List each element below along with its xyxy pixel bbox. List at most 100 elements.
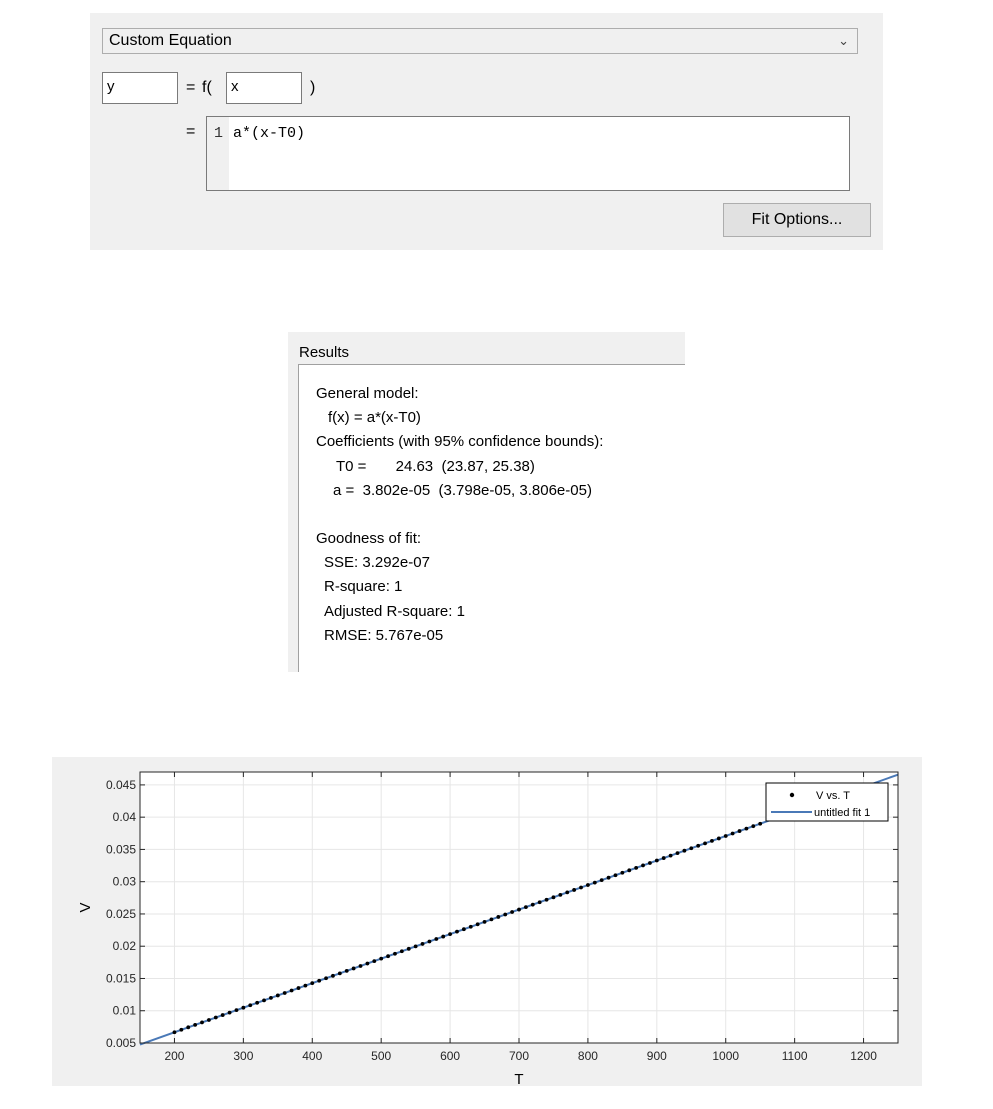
x-tick-label: 300	[233, 1049, 253, 1063]
data-point	[517, 907, 521, 912]
axes-box	[139, 771, 899, 1044]
model-type-value: Custom Equation	[109, 32, 232, 49]
y-tick-label: 0.045	[106, 778, 136, 792]
data-point	[758, 821, 763, 826]
grid-lines	[140, 772, 898, 1044]
data-point	[496, 915, 501, 919]
y-tick-label: 0.04	[113, 810, 137, 824]
legend-box	[765, 782, 889, 822]
results-header	[288, 332, 685, 364]
data-point	[193, 1022, 198, 1027]
data-point	[572, 888, 577, 892]
results-title: Results	[299, 344, 350, 361]
data-point	[372, 959, 377, 963]
data-point	[586, 883, 590, 887]
data-point	[551, 895, 556, 900]
data-point	[579, 885, 583, 890]
data-point	[248, 1003, 253, 1008]
legend-points-marker	[789, 792, 795, 798]
function-open-label: f(	[202, 79, 212, 96]
data-point	[200, 1020, 204, 1025]
data-point	[344, 969, 349, 973]
data-point	[654, 858, 659, 863]
y-axis-label: V	[77, 902, 94, 912]
x-tick-label: 600	[440, 1049, 460, 1063]
data-point	[716, 836, 721, 841]
data-point	[523, 905, 528, 910]
x-tick-label: 1200	[850, 1049, 877, 1063]
fit-plot[interactable]: 200 300 400 500 600 700 800 900 1000 1100 1200 0.00…	[52, 757, 922, 1086]
data-point	[303, 983, 308, 988]
y-tick-label: 0.035	[106, 842, 136, 856]
chevron-down-icon: ⌄	[838, 33, 849, 48]
data-point	[310, 981, 315, 986]
results-panel: Results General model: f(x) = a*(x-T0) C…	[288, 332, 685, 672]
data-point	[220, 1013, 225, 1017]
expression-editor[interactable]: 1 a*(x-T0)	[206, 116, 850, 191]
fit-options-button[interactable]: Fit Options...	[723, 203, 871, 237]
data-point	[172, 1030, 177, 1035]
data-point	[461, 927, 466, 932]
data-point	[255, 1000, 260, 1005]
data-point	[606, 875, 611, 880]
equals-label: =	[186, 79, 196, 96]
data-point	[427, 939, 432, 944]
coefficient-t0: T0 = 24.63 (23.87, 25.38)	[336, 458, 535, 475]
data-point	[213, 1015, 218, 1020]
y-tick-label: 0.005	[106, 1036, 136, 1050]
y-tick-label: 0.01	[113, 1004, 137, 1018]
data-point	[448, 932, 452, 937]
data-point	[696, 843, 701, 848]
legend-label-points: V vs. T	[816, 790, 850, 802]
dependent-variable-input[interactable]: y	[102, 72, 178, 104]
data-point	[537, 900, 542, 905]
x-tick-label: 800	[578, 1049, 598, 1063]
data-point	[186, 1025, 191, 1030]
y-tick-label: 0.03	[113, 875, 137, 889]
data-point	[179, 1027, 184, 1032]
data-point	[682, 848, 687, 853]
data-point	[730, 831, 735, 836]
results-divider	[288, 364, 685, 365]
data-point	[503, 912, 508, 917]
data-point	[723, 834, 728, 838]
y-tick-label: 0.015	[106, 971, 136, 985]
legend-label-fit: untitled fit 1	[814, 807, 870, 819]
rsquare-value: R-square: 1	[324, 578, 403, 595]
data-point	[668, 853, 673, 858]
coefficient-a: a = 3.802e-05 (3.798e-05, 3.806e-05)	[333, 482, 592, 499]
y-tick-label: 0.025	[106, 907, 136, 921]
sse-value: SSE: 3.292e-07	[324, 554, 430, 571]
data-point	[661, 856, 666, 860]
data-point	[275, 993, 280, 998]
legend[interactable]: V vs. T untitled fit 1	[765, 782, 889, 822]
data-point	[365, 961, 370, 966]
x-tick-label: 700	[509, 1049, 529, 1063]
data-point	[675, 851, 680, 856]
data-point	[641, 863, 645, 868]
data-point	[406, 946, 411, 951]
x-axis-label: T	[514, 1071, 523, 1086]
data-point	[627, 868, 632, 873]
x-tick-label: 400	[302, 1049, 322, 1063]
line-number: 1	[214, 125, 224, 142]
expression-text[interactable]: a*(x-T0)	[233, 125, 306, 142]
data-point	[558, 892, 563, 897]
results-left-border	[288, 364, 299, 672]
goodness-of-fit-label: Goodness of fit:	[316, 530, 422, 547]
data-points-layer	[172, 821, 763, 1035]
x-tick-label: 1000	[712, 1049, 739, 1063]
x-tick-label: 1100	[782, 1049, 808, 1063]
model-type-dropdown[interactable]: Custom Equation ⌄	[102, 28, 858, 54]
expression-equals-label: =	[186, 123, 196, 140]
equation-panel: Custom Equation ⌄ y = f( x ) = 1 a*(x-T0…	[90, 13, 883, 250]
data-point	[648, 861, 652, 865]
y-tick-label: 0.02	[113, 939, 137, 953]
data-point	[634, 865, 639, 870]
data-point	[751, 824, 756, 829]
data-point	[386, 954, 390, 959]
data-point	[399, 949, 404, 954]
independent-variable-input[interactable]: x	[226, 72, 302, 104]
data-point	[317, 978, 322, 983]
data-point	[420, 942, 425, 946]
